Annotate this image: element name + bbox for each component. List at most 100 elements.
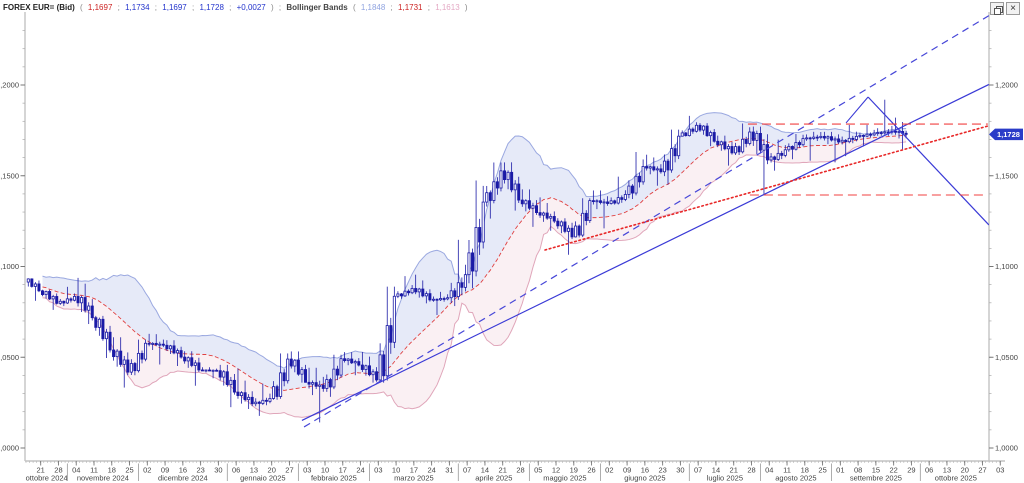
candlestick [865,133,869,137]
candlestick [826,136,830,139]
dotted-support-red[interactable] [544,125,989,251]
candlestick [563,221,567,232]
candlestick [680,132,684,137]
price-axis-label: 1,1500 [995,171,1018,180]
close-button[interactable]: × [1006,2,1020,15]
date-axis-day-label: 01 [836,466,844,475]
candlestick [893,130,897,133]
candlestick [655,168,659,171]
price-axis-label: 1,0000 [0,444,19,453]
date-axis-day-label: 18 [801,466,809,475]
restore-button[interactable] [990,2,1004,15]
candlestick [719,141,723,146]
candlestick [623,194,627,200]
candlestick [861,134,865,137]
candlestick [183,356,187,362]
candlestick [446,297,450,300]
candlestick [161,343,165,346]
candlestick [758,133,762,151]
candlestick [343,358,347,362]
date-axis-day-label: 28 [54,466,62,475]
candlestick [499,170,503,189]
candlestick [41,290,45,295]
candlestick [776,152,780,160]
candlestick [773,156,777,160]
punctuation: ( [80,3,83,12]
candlestick [837,138,841,143]
date-axis-day-label: 02 [605,466,613,475]
candlestick [193,362,197,366]
date-axis-day-label: 10 [321,466,329,475]
date-axis-month-label: ottobre 2025 [935,474,977,483]
date-axis-day-label: 11 [783,466,791,475]
candlestick [83,297,87,311]
date-axis-month-label: novembre 2024 [77,474,129,483]
candlestick [65,298,69,304]
date-axis-day-label: 25 [818,466,826,475]
punctuation: ; [117,3,120,12]
candlestick [869,133,873,136]
date-axis-day-label: 25 [125,466,133,475]
bollinger-upper-fill [42,112,907,391]
candlestick [531,205,535,209]
candlestick [691,128,695,132]
candlestick [634,175,638,194]
candlestick [766,144,770,161]
punctuation: ; [278,3,282,12]
punctuation: ; [154,3,158,12]
candlestick [136,352,140,372]
date-axis-day-label: 07 [694,466,702,475]
candlestick [268,398,272,402]
candlestick [474,227,478,272]
date-axis-day-label: 23 [658,466,666,475]
candlestick [513,183,517,191]
date-axis-day-label: 10 [392,466,400,475]
peak-left-edge-solid[interactable] [845,96,869,124]
candlestick [812,136,816,139]
date-axis-day-label: 23 [196,466,204,475]
candlestick [208,369,212,372]
date-axis-day-label: 24 [356,466,364,475]
candlestick [325,379,329,389]
candlestick [769,156,773,161]
candlestick [26,278,30,283]
candlestick [726,146,730,150]
candlestick [467,252,471,276]
date-axis-day-label: 04 [72,466,80,475]
candlestick [392,295,396,343]
candlestick [734,146,738,154]
candlestick [144,342,148,360]
candlestick [879,132,883,134]
candlestick [481,201,485,243]
candlestick [48,291,52,300]
candlestick [613,200,617,204]
candlestick [108,331,112,351]
date-axis-day-label: 03 [374,466,382,475]
candlestick [780,152,784,156]
candlestick [549,216,553,219]
punctuation: ) [464,3,468,12]
date-axis-month-label: giugno 2025 [624,474,665,483]
candlestick [76,296,80,304]
candlestick [350,358,354,364]
candlestick [577,225,581,236]
date-axis-day-label: 30 [676,466,684,475]
bb-middle-value: 1,1731 [398,3,423,12]
breakdown-line-solid[interactable] [867,96,989,226]
trendline-support-solid[interactable] [301,83,989,421]
candlestick [282,372,286,382]
candlestick [645,166,649,169]
candlestick [471,252,475,272]
quote-high: 1,1734 [125,3,150,12]
candlestick [186,357,190,362]
candlestick [403,290,407,297]
candlestick [328,379,332,388]
date-axis-day-label: 13 [250,466,258,475]
window-controls: × [990,2,1020,15]
candlestick [584,212,588,221]
candlestick [712,132,716,142]
candlestick [257,401,261,404]
candlestick [293,359,297,367]
candlestick [670,148,674,171]
